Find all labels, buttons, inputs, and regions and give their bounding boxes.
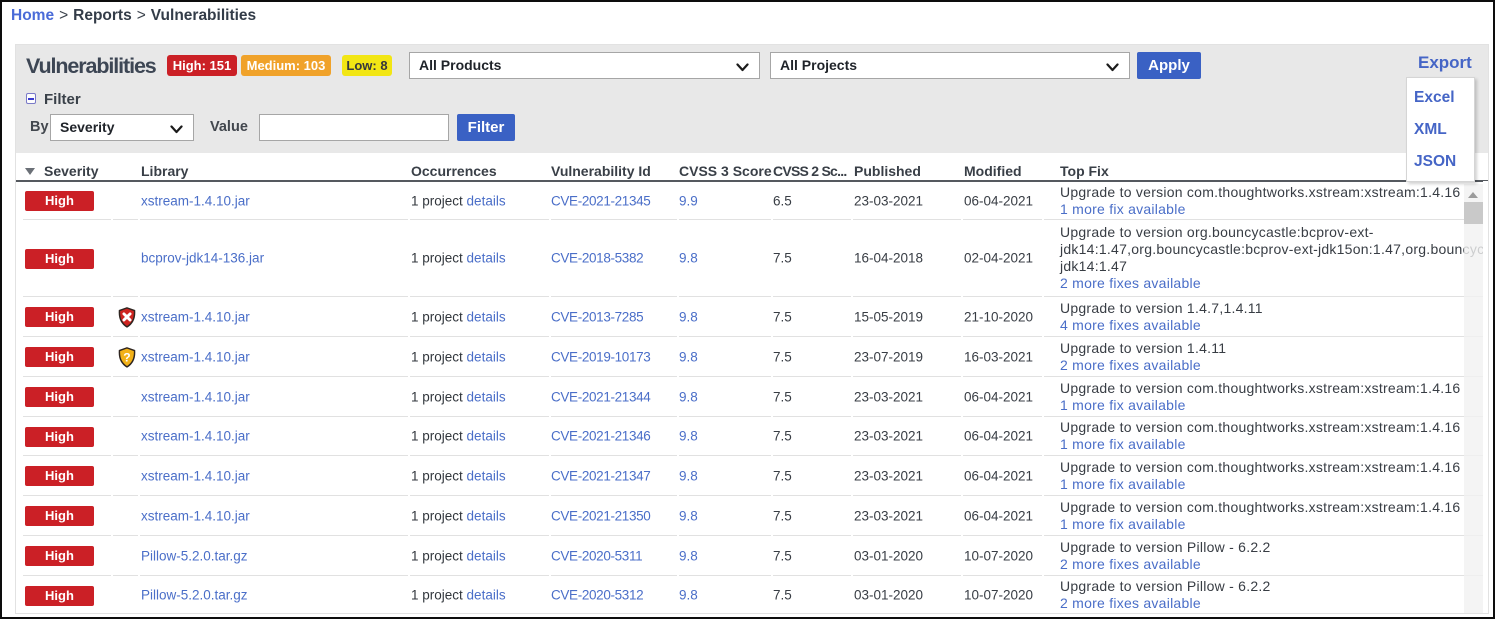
svg-text:?: ? [123,350,130,364]
